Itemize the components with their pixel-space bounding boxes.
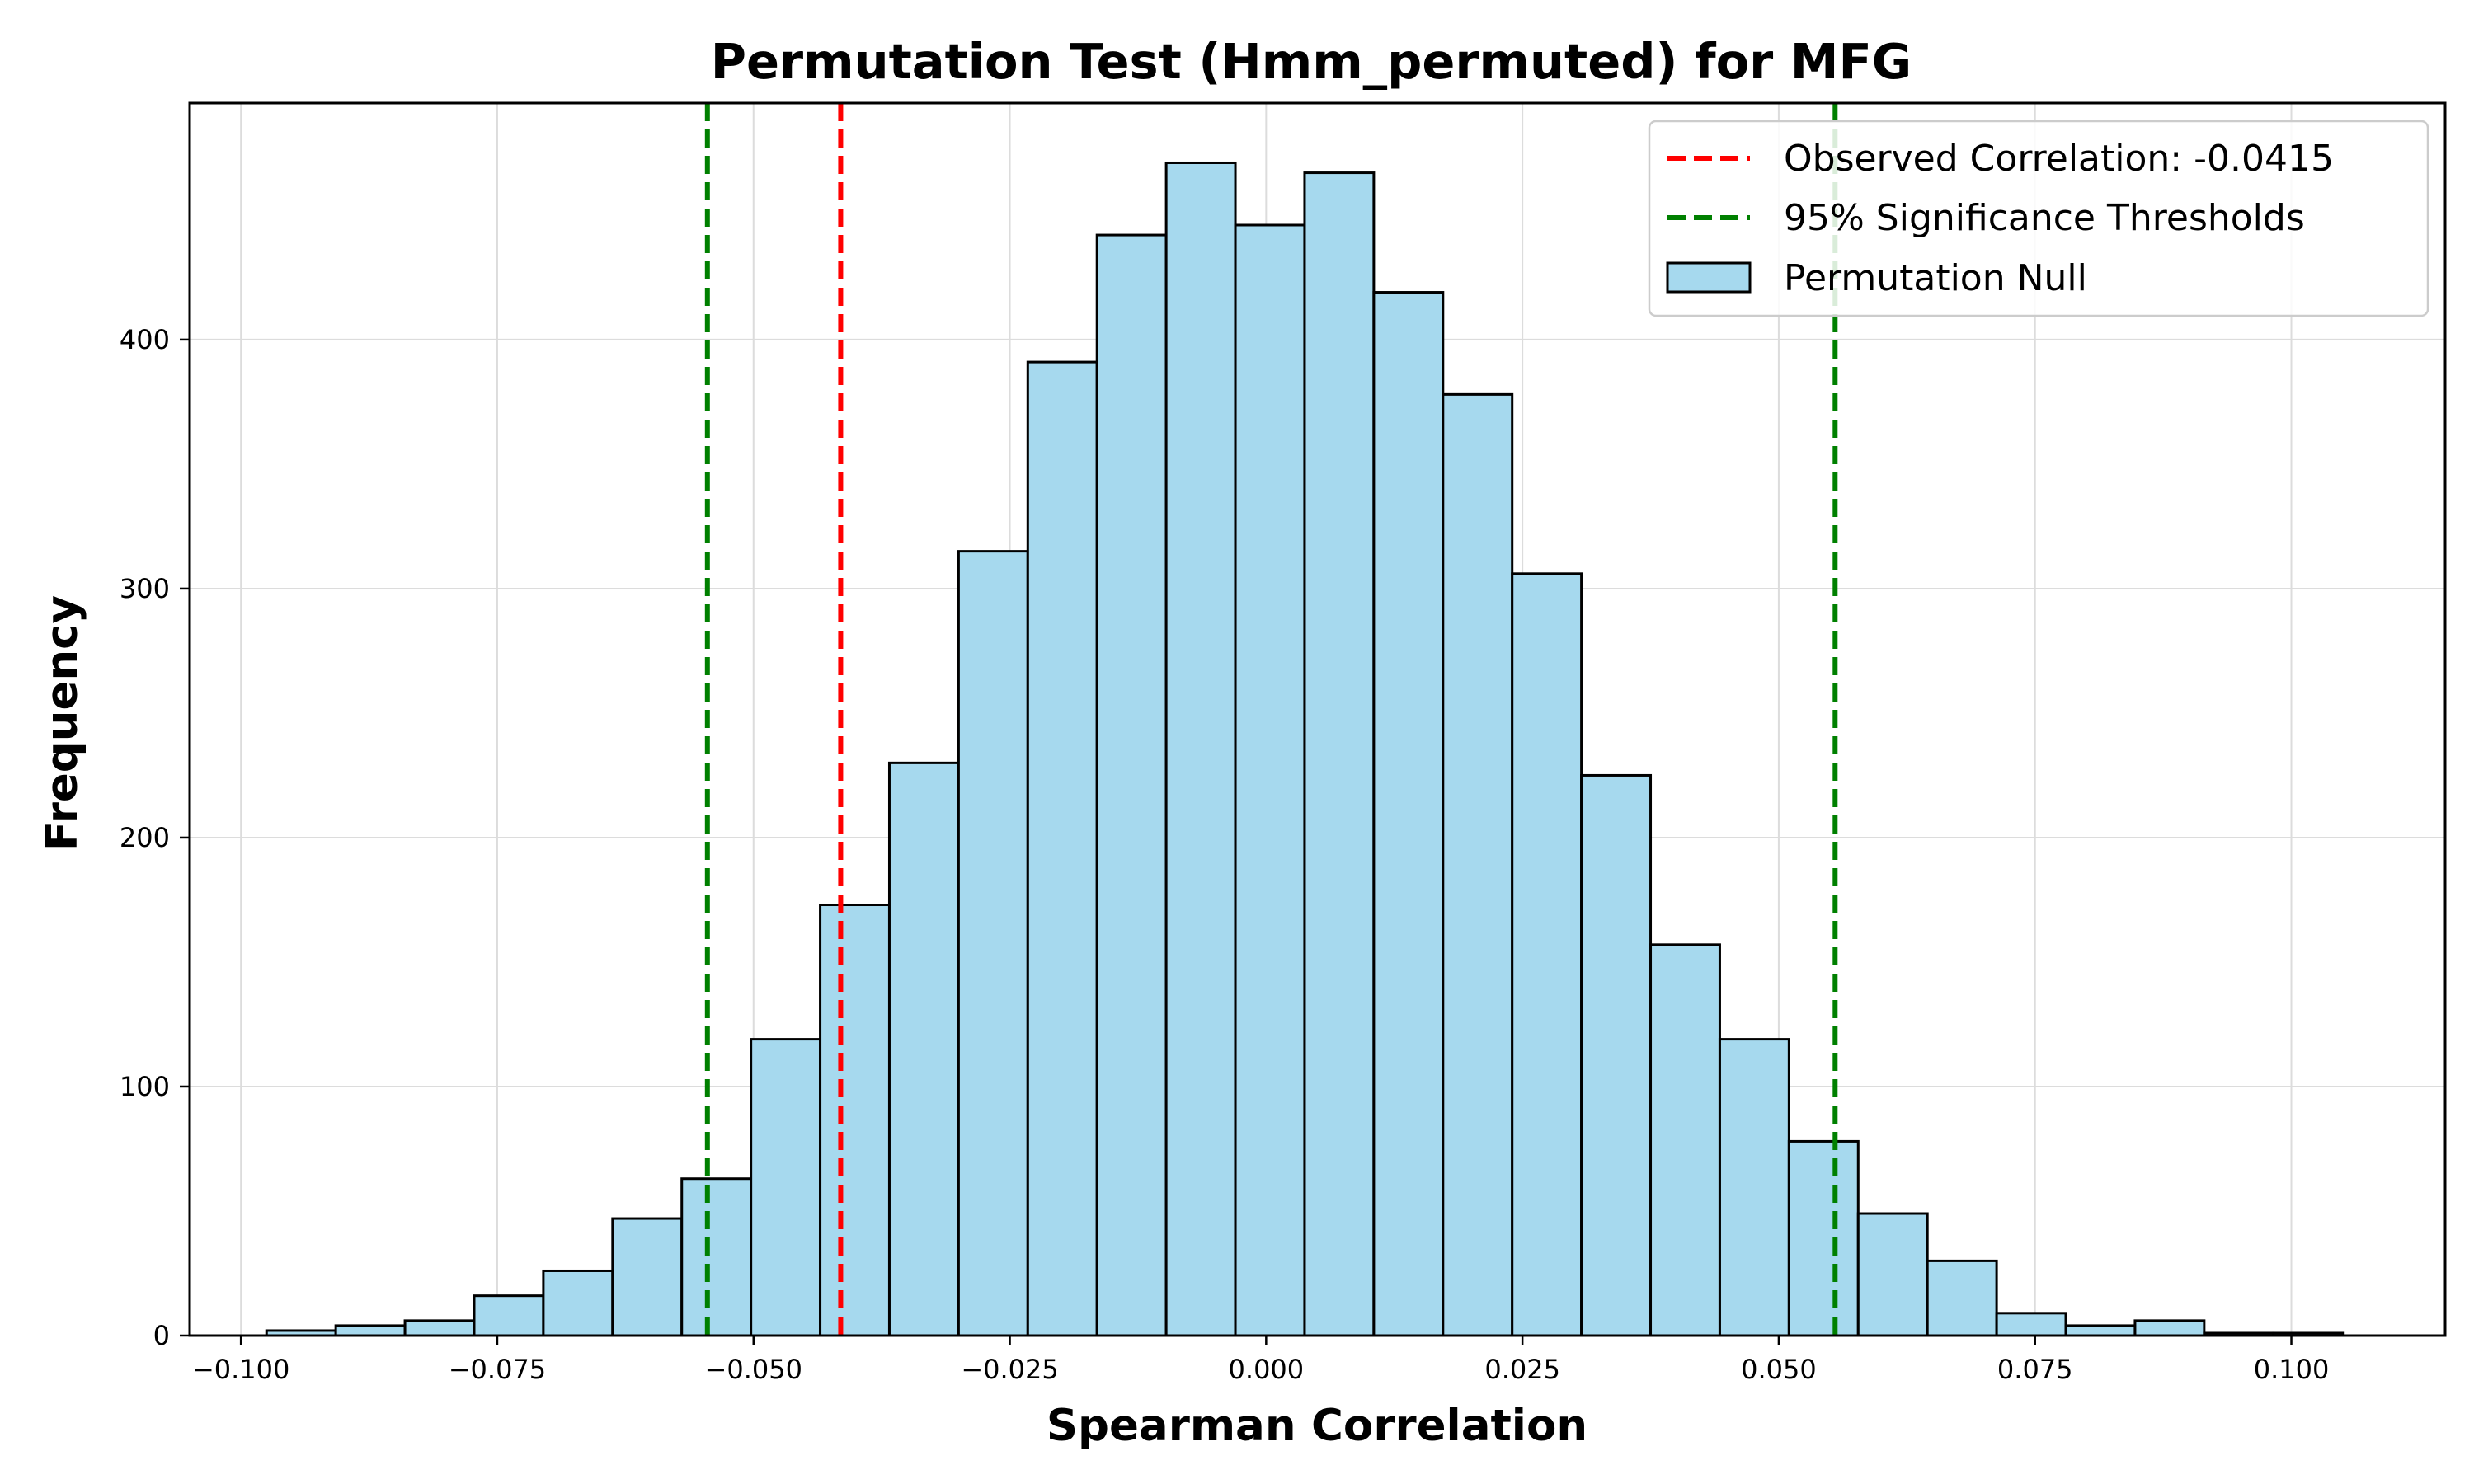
histogram-bar <box>1026 360 1098 1337</box>
histogram-bar <box>1649 943 1721 1337</box>
x-tick-label: −0.050 <box>705 1354 802 1385</box>
x-tick-label: 0.000 <box>1229 1354 1305 1385</box>
chart-title: Permutation Test (Hmm_permuted) for MFG <box>711 33 1912 90</box>
reference-lines <box>704 103 1838 1336</box>
histogram-bar <box>680 1177 753 1337</box>
histogram-bar <box>957 550 1029 1337</box>
legend-label-thresholds: 95% Significance Thresholds <box>1784 197 2305 239</box>
histogram-bar <box>1164 161 1237 1337</box>
y-tick-label: 0 <box>153 1320 170 1351</box>
y-axis: 0 100 200 300 400 <box>120 324 190 1351</box>
histogram-bar <box>1372 291 1445 1337</box>
histogram-bars <box>265 161 2345 1337</box>
y-tick-label: 100 <box>120 1071 170 1102</box>
plot-frame <box>188 101 2447 1337</box>
histogram-bar <box>1995 1312 2067 1337</box>
histogram-bar <box>1442 392 1514 1337</box>
legend-label-null: Permutation Null <box>1784 257 2087 299</box>
x-tick-label: −0.100 <box>192 1354 289 1385</box>
y-axis-label: Frequency <box>37 595 87 851</box>
legend-swatch-null <box>1666 261 1752 294</box>
y-tick-label: 300 <box>120 573 170 604</box>
x-axis: −0.100 −0.075 −0.050 −0.025 0.000 0.025 0.050 0… <box>192 1336 2329 1385</box>
histogram-bar <box>2064 1324 2137 1337</box>
x-tick-label: 0.100 <box>2254 1354 2330 1385</box>
histogram-bar <box>1303 171 1376 1337</box>
histogram-bar <box>1511 572 1583 1337</box>
x-axis-label: Spearman Correlation <box>1047 1401 1587 1451</box>
histogram-bar <box>2133 1319 2206 1337</box>
histogram-bar <box>1856 1212 1929 1337</box>
legend: Observed Correlation: -0.0415 95% Signif… <box>1648 120 2429 317</box>
x-tick-label: −0.025 <box>961 1354 1058 1385</box>
histogram-bar <box>1787 1139 1860 1337</box>
histogram-bar <box>750 1038 822 1337</box>
legend-box <box>1648 120 2429 317</box>
histogram-bar <box>1234 223 1306 1337</box>
histogram-bar <box>1580 773 1653 1337</box>
histogram-bar <box>1095 233 1168 1337</box>
y-tick-label: 200 <box>120 822 170 853</box>
histogram-bar <box>334 1324 407 1337</box>
histogram-bar <box>473 1294 545 1337</box>
x-tick-label: 0.050 <box>1741 1354 1817 1385</box>
histogram-bar <box>542 1269 614 1337</box>
histogram-bar <box>1926 1259 1998 1337</box>
x-tick-label: −0.075 <box>449 1354 546 1385</box>
histogram-bar <box>611 1217 684 1337</box>
x-tick-label: 0.025 <box>1484 1354 1560 1385</box>
histogram-bar <box>1718 1038 1790 1337</box>
histogram-bar <box>819 904 891 1337</box>
histogram-bar <box>887 761 960 1337</box>
y-tick-label: 400 <box>120 324 170 355</box>
histogram-bar <box>403 1319 476 1337</box>
x-tick-label: 0.075 <box>1997 1354 2073 1385</box>
legend-label-observed: Observed Correlation: -0.0415 <box>1784 138 2334 180</box>
